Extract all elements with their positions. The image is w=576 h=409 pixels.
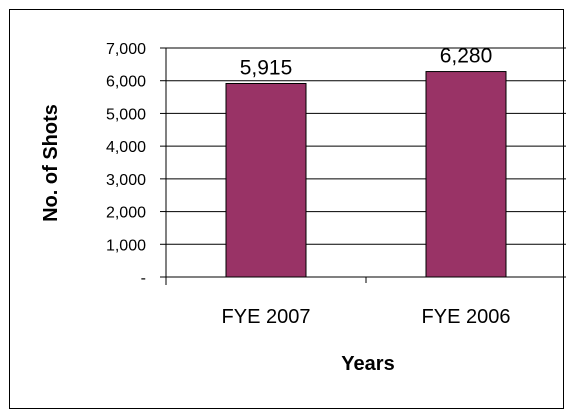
data-labels: 5,915 6,280 [240, 45, 493, 80]
y-tick-label: 1,000 [106, 237, 146, 254]
y-tick-label: 7,000 [106, 41, 146, 58]
y-axis-title: No. of Shots [40, 104, 62, 222]
bar [425, 71, 507, 278]
y-tick-label: 6,000 [106, 74, 146, 91]
data-label: 6,280 [440, 45, 493, 68]
bars [225, 71, 507, 278]
y-tick-labels: - 1,000 2,000 3,000 4,000 5,000 6,000 7,000 [106, 41, 146, 287]
y-tick-label: 2,000 [106, 205, 146, 222]
y-tick-label: 5,000 [106, 106, 146, 123]
x-tick-labels: FYE 2007 FYE 2006 [222, 306, 511, 328]
y-tick-label: 3,000 [106, 172, 146, 189]
axes [165, 48, 566, 285]
x-tick-label: FYE 2006 [422, 306, 511, 328]
x-tick-label: FYE 2007 [222, 306, 311, 328]
x-axis-title: Years [341, 353, 394, 375]
y-tick-label: - [141, 270, 146, 287]
y-tick-label: 4,000 [106, 139, 146, 156]
bar [225, 82, 307, 278]
data-label: 5,915 [240, 56, 293, 79]
